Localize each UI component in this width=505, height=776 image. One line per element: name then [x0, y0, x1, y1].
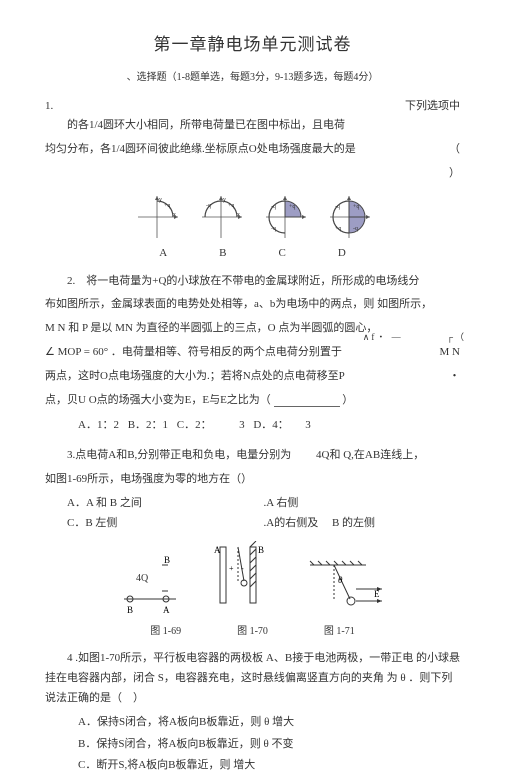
fig-label-69: 图 1-69 — [150, 623, 181, 641]
svg-text:-q: -q — [353, 226, 358, 232]
svg-text:E: E — [374, 589, 380, 599]
q1-diagram-b: +q -q x y — [198, 194, 244, 240]
figure-row: 4Q B A B +- A B θ E — [45, 541, 460, 621]
q3-option-a: A．A 和 B 之间 — [67, 494, 264, 514]
q2-line-1: 2. 将一电荷量为+Q的小球放在不带电的金属球附近，所形成的电场线分 — [45, 272, 460, 292]
q3-line-2: 如图1-69所示，电场强度为零的地方在（） — [45, 470, 460, 490]
q2-line-5-text: 两点，这时O点电场强度的大小为.；若将N点处的点电荷移至P — [45, 370, 345, 382]
fig-label-71: 图 1-71 — [324, 623, 355, 641]
svg-text:y: y — [223, 197, 226, 203]
svg-text:y: y — [159, 197, 162, 203]
fig-label-70: 图 1-70 — [237, 623, 268, 641]
svg-text:A: A — [214, 545, 221, 555]
q3-option-c: C．B 左侧 — [67, 514, 264, 534]
q3-options: A．A 和 B 之间 .A 右侧 C．B 左侧 .A的右侧及 B 的左侧 — [45, 494, 460, 534]
fig169-4q-label: 4Q — [136, 573, 149, 584]
q2-line-5: 两点，这时O点电场强度的大小为.；若将N点处的点电荷移至P ・ — [45, 367, 460, 387]
q2-line-6-text: 点，贝U O点的场强大小变为E，E与E之比为（ — [45, 394, 271, 406]
q2-line-5-right: ・ — [449, 367, 460, 387]
q1-diagrams: +q x y +q -q x y +q -q -q +q -q +q -q — [45, 194, 460, 240]
svg-text:-q: -q — [335, 204, 340, 210]
q3-option-b: .A 右侧 — [264, 494, 461, 514]
svg-text:+q: +q — [353, 204, 359, 210]
svg-text:+: + — [229, 564, 234, 573]
svg-text:x: x — [173, 212, 176, 218]
q1-line-1: 1. 下列选项中 — [45, 97, 460, 117]
svg-text:+q: +q — [228, 203, 234, 209]
svg-text:+q: +q — [289, 204, 295, 210]
q3-line-1: 3.点电荷A和B,分别带正电和负电，电量分别为 4Q和 Q,在AB连线上， — [45, 446, 460, 466]
instructions: 、选择题（1-8题单选，每题3分，9-13题多选，每题4分） — [45, 69, 460, 87]
q1-line-2: 的各1/4圆环大小相同，所带电荷量已在图中标出，且电荷 — [45, 116, 460, 136]
svg-text:+q: +q — [335, 226, 341, 232]
svg-text:x: x — [237, 212, 240, 218]
q1-label-b: B — [219, 244, 226, 264]
svg-text:-q: -q — [271, 204, 276, 210]
figure-labels: 图 1-69 图 1-70 图 1-71 — [45, 623, 460, 641]
figure-1-69: 4Q B A B — [118, 541, 182, 621]
svg-text:+q: +q — [164, 203, 170, 209]
q1-diagram-a: +q x y — [134, 194, 180, 240]
q2-blank — [274, 394, 340, 407]
q3-line-1a: 3.点电荷A和B,分别带正电和负电，电量分别为 — [45, 449, 291, 461]
q2-line-4: ∠ MOP = 60° ．电荷量相等、符号相反的两个点电荷分别置于 M N ∧f… — [45, 343, 460, 363]
q1-paren: （ — [449, 140, 460, 160]
figure-1-71: θ E — [304, 557, 388, 621]
q4-option-a: A．保持S闭合，将A板向B板靠近，则 θ 增大 — [78, 713, 460, 733]
svg-text:-: - — [241, 564, 244, 573]
svg-text:B: B — [127, 605, 133, 615]
svg-text:B: B — [258, 545, 264, 555]
q2-line-2: 布如图所示，金属球表面的电势处处相等，a、b为电场中的两点，则 如图所示， — [45, 295, 460, 315]
q1-line-3-text: 均匀分布，各1/4圆环间彼此绝缘.坐标原点O处电场强度最大的是 — [45, 143, 356, 155]
q1-diagram-labels: A B C D — [45, 244, 460, 264]
q4-option-b: B．保持S闭合，将A板向B板靠近，则 θ 不变 — [78, 735, 460, 755]
q1-line-3: 均匀分布，各1/4圆环间彼此绝缘.坐标原点O处电场强度最大的是 （ — [45, 140, 460, 160]
q1-label-c: C — [279, 244, 286, 264]
q1-label-d: D — [338, 244, 346, 264]
q2-line-6: 点，贝U O点的场强大小变为E，E与E之比为（ ） — [45, 391, 460, 411]
q4-text: 4 .如图1-70所示，平行板电容器的两极板 A、B接于电池两极，一带正电 的小… — [45, 649, 460, 708]
q1-paren-close: ） — [45, 164, 460, 184]
q3-line-1b: 4Q和 Q,在AB连线上， — [316, 449, 424, 461]
svg-text:-q: -q — [271, 226, 276, 232]
q1-number: 1. — [45, 97, 53, 117]
q1-label-a: A — [159, 244, 167, 264]
svg-text:θ: θ — [338, 575, 343, 585]
q2-margin-frag: ∧f・ ― ┌（ — [363, 329, 466, 345]
q2-line-4-right: M N — [440, 343, 460, 363]
q2-answers: A．1：2 B．2：1 C．2： 3 D．4： 3 — [45, 416, 460, 436]
q2-line-4-text: ∠ MOP = 60° ．电荷量相等、符号相反的两个点电荷分别置于 — [45, 346, 342, 358]
svg-text:B: B — [164, 555, 170, 565]
page-title: 第一章静电场单元测试卷 — [45, 30, 460, 61]
q3-option-d: .A的右侧及 B 的左侧 — [264, 514, 461, 534]
figure-1-70: +- A B — [212, 541, 274, 621]
q1-right-text: 下列选项中 — [405, 97, 460, 117]
svg-text:A: A — [163, 605, 170, 615]
svg-text:-q: -q — [206, 203, 211, 209]
q1-diagram-d: +q -q +q -q — [326, 194, 372, 240]
q4-option-c: C．断开S,将A板向B板靠近，则 增大 — [78, 756, 460, 776]
q2-paren-close: ） — [342, 394, 353, 406]
q1-diagram-c: +q -q -q — [262, 194, 308, 240]
q4-options: A．保持S闭合，将A板向B板靠近，则 θ 增大 B．保持S闭合，将A板向B板靠近… — [45, 713, 460, 776]
